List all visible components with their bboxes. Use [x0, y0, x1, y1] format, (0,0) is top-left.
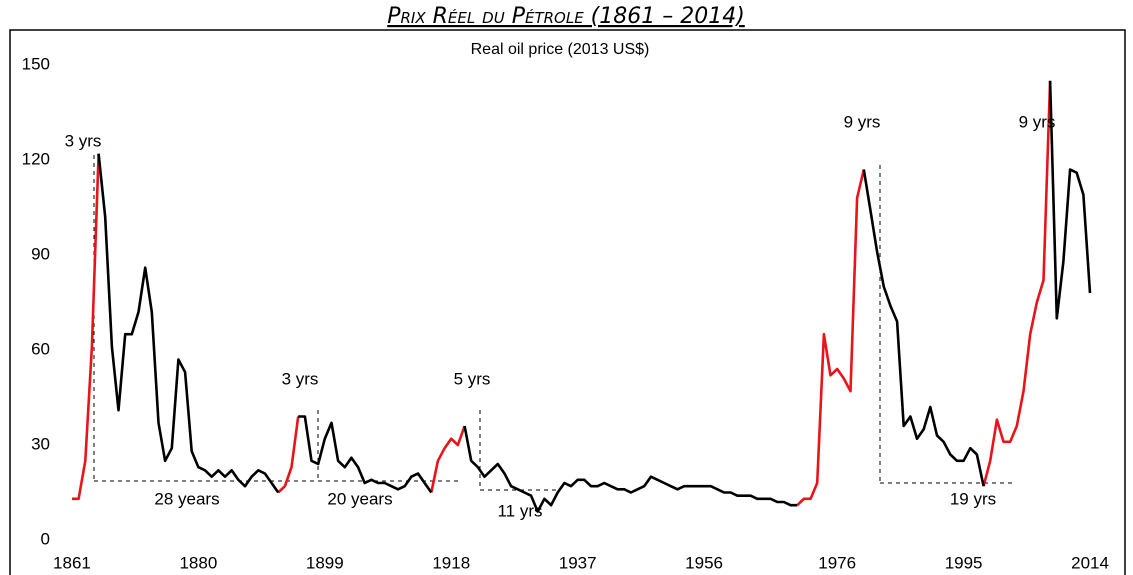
- x-tick-label: 1899: [306, 553, 344, 572]
- x-tick-label: 1861: [53, 553, 91, 572]
- guides: [93, 155, 1015, 491]
- y-tick-label: 0: [41, 529, 50, 548]
- x-tick-label: 1880: [179, 553, 217, 572]
- x-tick-label: 1956: [685, 553, 723, 572]
- x-tick-label: 2014: [1071, 553, 1109, 572]
- x-tick-label: 1937: [559, 553, 597, 572]
- y-tick-label: 120: [22, 149, 50, 168]
- annotation: 5 yrs: [454, 369, 491, 388]
- annotation: 9 yrs: [1019, 112, 1056, 131]
- annotation: 28 years: [154, 489, 219, 508]
- x-tick-label: 1976: [818, 553, 856, 572]
- x-tick-label: 1918: [432, 553, 470, 572]
- y-tick-label: 150: [22, 54, 50, 73]
- y-tick-label: 30: [31, 434, 50, 453]
- y-tick-label: 90: [31, 244, 50, 263]
- annotation: 11 yrs: [497, 501, 542, 520]
- annotation: 3 yrs: [282, 369, 319, 388]
- annotation: 9 yrs: [844, 112, 881, 131]
- annotation: 19 yrs: [950, 489, 996, 508]
- x-tick-label: 1995: [945, 553, 983, 572]
- chart-title: Prix Réel du Pétrole (1861 – 2014): [387, 4, 745, 29]
- y-tick-label: 60: [31, 339, 50, 358]
- annotation: 20 years: [327, 489, 392, 508]
- price-line: [72, 80, 1052, 507]
- annotation: 3 yrs: [65, 131, 102, 150]
- chart-subtitle: Real oil price (2013 US$): [471, 41, 650, 58]
- frame: [9, 29, 1126, 575]
- price-line: [97, 80, 1092, 513]
